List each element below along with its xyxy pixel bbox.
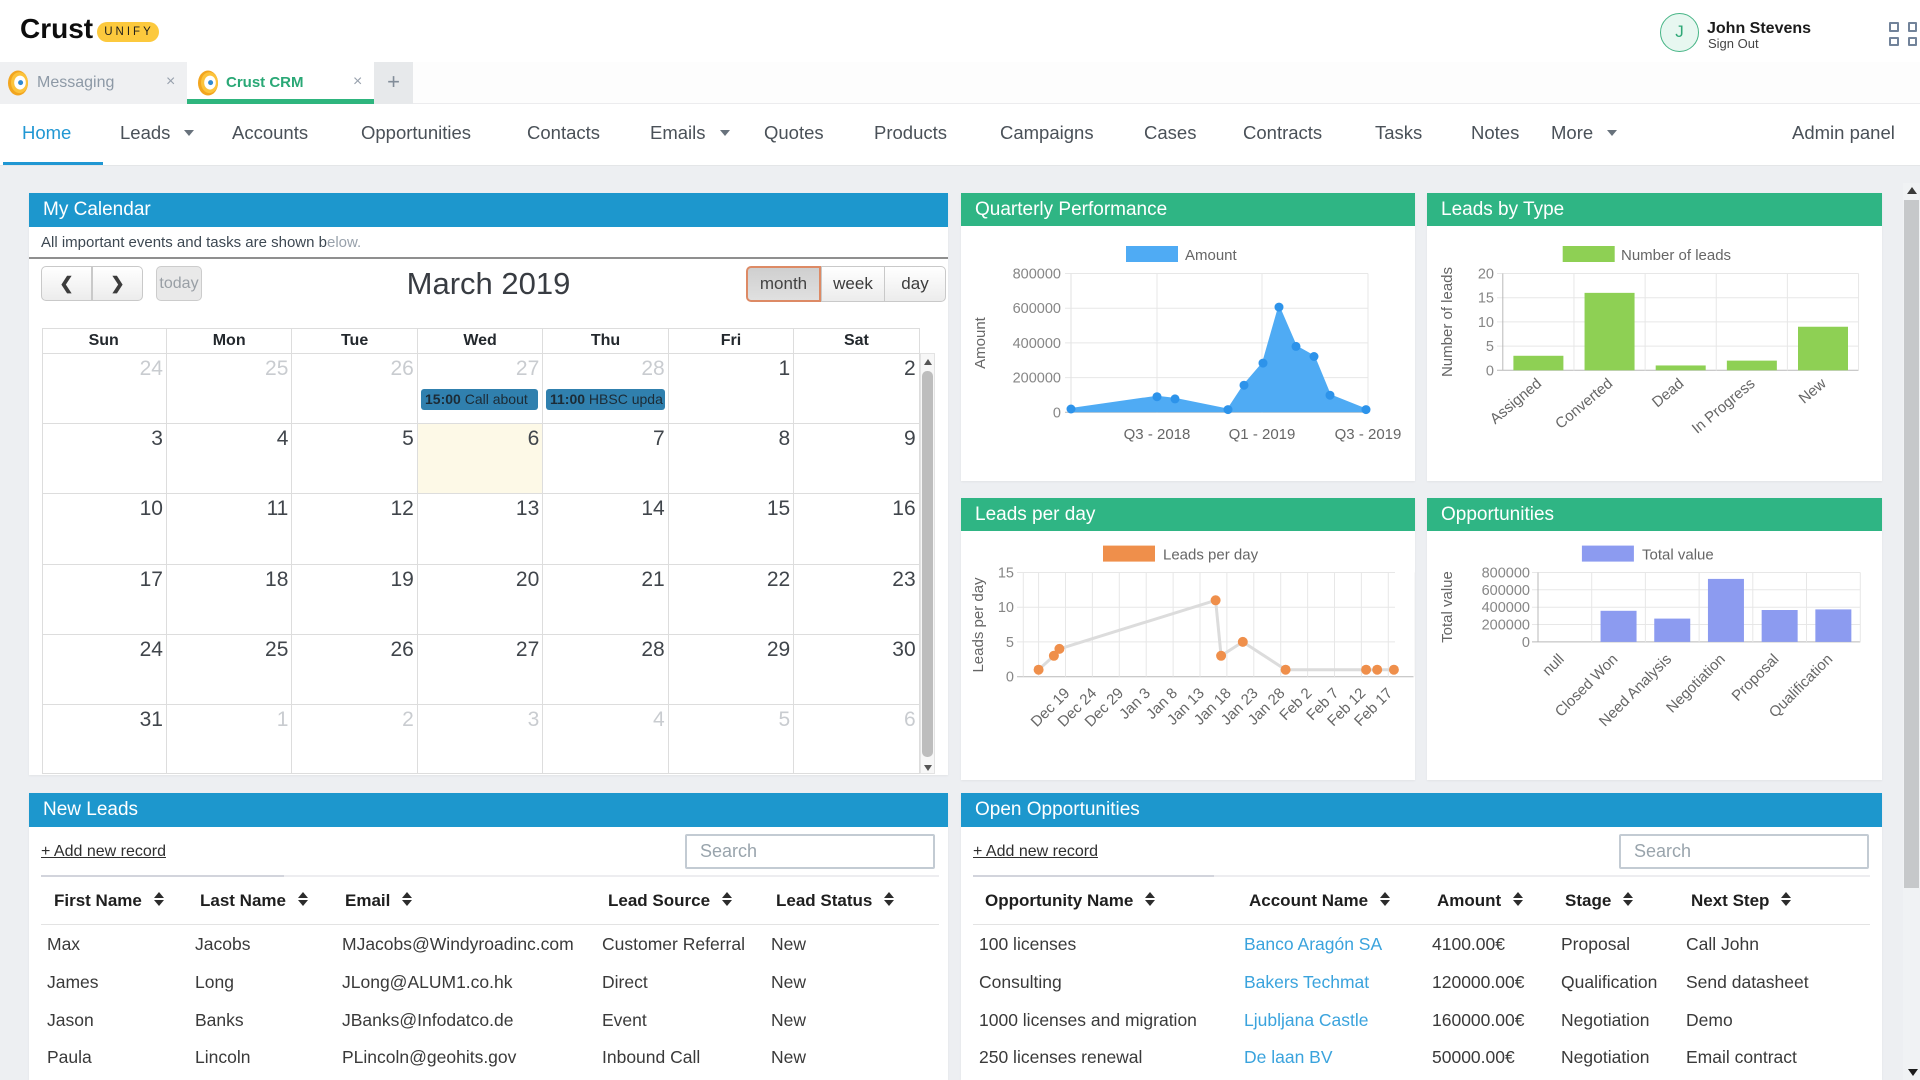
svg-text:400000: 400000: [1482, 600, 1530, 616]
svg-text:0: 0: [1053, 405, 1061, 421]
svg-text:Amount: Amount: [972, 316, 989, 369]
svg-text:0: 0: [1006, 670, 1014, 686]
svg-text:0: 0: [1522, 635, 1530, 651]
svg-text:400000: 400000: [1013, 336, 1061, 352]
svg-text:200000: 200000: [1482, 618, 1530, 634]
svg-text:New: New: [1796, 375, 1830, 407]
svg-text:Negotiation: Negotiation: [1663, 651, 1729, 717]
svg-text:Converted: Converted: [1552, 375, 1616, 433]
svg-text:5: 5: [1006, 635, 1014, 651]
svg-text:800000: 800000: [1013, 267, 1061, 283]
svg-text:Q1 - 2019: Q1 - 2019: [1229, 426, 1296, 443]
svg-text:Assigned: Assigned: [1487, 375, 1545, 428]
svg-text:15: 15: [998, 566, 1014, 582]
svg-text:20: 20: [1478, 267, 1494, 283]
svg-text:Dead: Dead: [1649, 375, 1687, 411]
svg-text:Proposal: Proposal: [1729, 651, 1783, 705]
svg-text:Number of leads: Number of leads: [1439, 267, 1456, 377]
svg-text:In Progress: In Progress: [1689, 375, 1759, 437]
svg-text:Q3 - 2019: Q3 - 2019: [1335, 426, 1402, 443]
svg-text:Amount: Amount: [1185, 247, 1238, 264]
svg-text:800000: 800000: [1482, 566, 1530, 582]
svg-text:Number of leads: Number of leads: [1621, 247, 1731, 264]
svg-text:Leads per day: Leads per day: [1163, 547, 1259, 564]
svg-text:600000: 600000: [1013, 301, 1061, 317]
svg-text:200000: 200000: [1013, 371, 1061, 387]
svg-text:Total value: Total value: [1439, 571, 1456, 643]
svg-text:Leads per day: Leads per day: [970, 577, 987, 673]
svg-text:5: 5: [1486, 339, 1494, 355]
svg-text:Total value: Total value: [1642, 547, 1714, 564]
svg-text:15: 15: [1478, 291, 1494, 307]
svg-text:Q3 - 2018: Q3 - 2018: [1124, 426, 1191, 443]
svg-text:10: 10: [1478, 315, 1494, 331]
svg-text:10: 10: [998, 600, 1014, 616]
svg-text:600000: 600000: [1482, 583, 1530, 599]
svg-text:null: null: [1539, 651, 1568, 680]
svg-text:0: 0: [1486, 363, 1494, 379]
